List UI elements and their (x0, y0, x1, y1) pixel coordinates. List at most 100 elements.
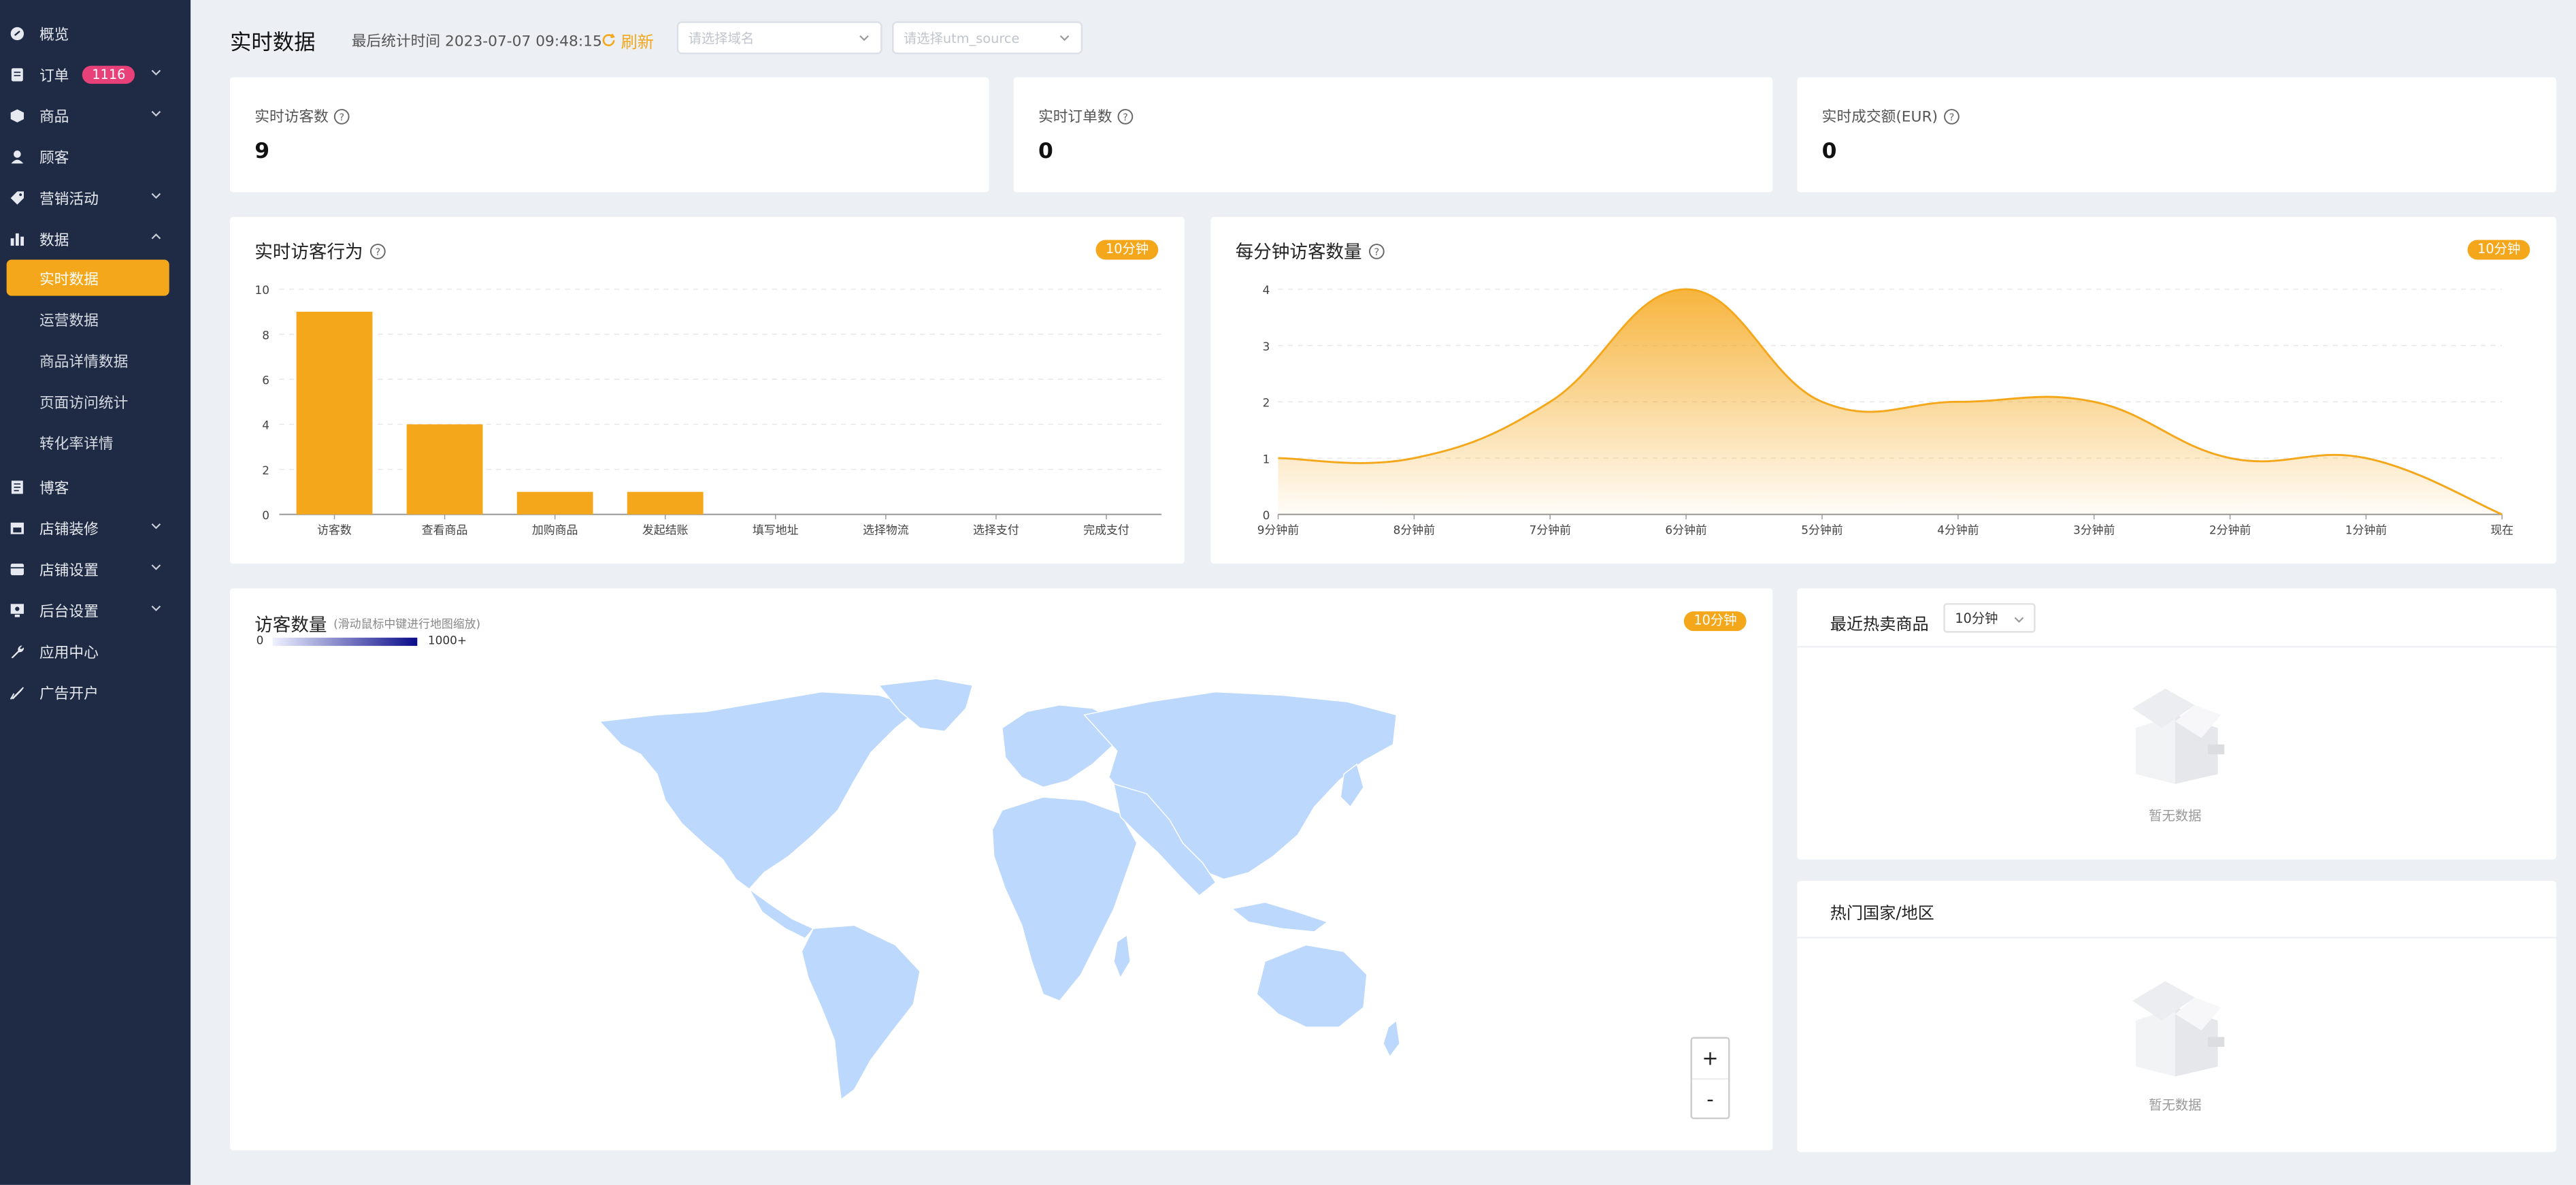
chevron-down-icon (151, 564, 161, 570)
help-icon[interactable]: ? (1943, 108, 1959, 124)
per-minute-title: 每分钟访客数量 (1235, 241, 1362, 263)
x-tick-label: 8分钟前 (1393, 523, 1435, 537)
world-map[interactable] (591, 679, 1413, 1106)
chevron-down-icon (151, 605, 161, 612)
chevron-down-icon (151, 193, 161, 199)
bar[interactable] (296, 312, 373, 515)
utm-source-select[interactable]: 请选择utm_source (892, 21, 1083, 54)
sidebar-item-app-center[interactable]: 应用中心 (0, 633, 191, 669)
sidebar-item-label: 顾客 (39, 150, 69, 167)
order-icon (11, 67, 23, 81)
bar[interactable] (627, 491, 704, 515)
wrench-icon (11, 645, 24, 658)
domain-select[interactable]: 请选择域名 (676, 21, 882, 54)
stat-label-visitors: 实时访客数 (254, 110, 329, 127)
help-icon[interactable]: ? (333, 108, 350, 124)
stat-label-orders: 实时订单数 (1038, 110, 1112, 127)
empty-box-icon (2132, 981, 2225, 1077)
sidebar-item-label: 后台设置 (39, 604, 99, 621)
time-range-tag[interactable]: 10分钟 (2467, 240, 2530, 260)
middle-east-region (1113, 783, 1217, 896)
legend-min: 0 (256, 634, 264, 648)
utm-select-placeholder: 请选择utm_source (903, 30, 1020, 46)
bar-chart-icon (10, 232, 24, 245)
sidebar-item-products[interactable]: 商品 (0, 97, 191, 133)
sidebar-subitem[interactable]: 转化率详情 (39, 436, 114, 453)
sidebar-item-label: 数据 (39, 232, 69, 249)
hot-countries-title: 热门国家/地区 (1830, 905, 1934, 924)
help-icon[interactable]: ? (369, 243, 386, 259)
zoom-out-button[interactable]: - (1691, 1077, 1729, 1118)
bar[interactable] (406, 424, 483, 515)
stat-card-orders: 实时订单数? 0 (1013, 77, 1773, 193)
last-stat-time: 最后统计时间 2023-07-07 09:48:15 (351, 34, 602, 51)
refresh-icon (602, 33, 615, 46)
chevron-down-icon (1059, 35, 1070, 42)
y-tick-label: 0 (262, 508, 269, 522)
sidebar-item-data[interactable]: 数据 (0, 221, 191, 257)
sidebar-subitem[interactable]: 实时数据 (6, 259, 169, 296)
y-tick-label: 8 (262, 328, 269, 342)
help-icon[interactable]: ? (1368, 243, 1385, 259)
visitor-map-card: 访客数量 (滑动鼠标中键进行地图缩放) 10分钟 (230, 588, 1773, 1151)
bar[interactable] (516, 491, 593, 515)
sidebar-item-label: 店铺设置 (39, 562, 99, 580)
x-tick-label: 2分钟前 (2209, 523, 2251, 537)
x-tick-label: 3分钟前 (2073, 523, 2115, 537)
greenland-region (878, 679, 974, 732)
central-america-region (748, 888, 814, 939)
stat-value-revenue: 0 (1821, 140, 1837, 165)
x-tick-label: 填写地址 (753, 523, 799, 537)
sidebar-item-marketing[interactable]: 营销活动 (0, 179, 191, 215)
sidebar-subitem[interactable]: 运营数据 (39, 312, 99, 330)
hot-products-empty: 暂无数据 (2149, 808, 2202, 824)
y-tick-label: 4 (1263, 283, 1270, 297)
product-box-icon (10, 108, 24, 122)
zoom-in-button[interactable]: + (1702, 1047, 1719, 1070)
refresh-button[interactable]: 刷新 (601, 28, 654, 52)
sidebar-item-overview[interactable]: 概览 (0, 15, 191, 51)
chevron-up-icon (151, 233, 161, 240)
europe-region (1002, 704, 1118, 788)
sidebar-subitem[interactable]: 页面访问统计 (39, 395, 129, 412)
user-icon (11, 149, 24, 163)
chevron-down-icon (151, 69, 161, 76)
sidebar-item-store-settings[interactable]: 店铺设置 (0, 551, 191, 587)
chevron-down-icon (859, 35, 869, 42)
legend-max: 1000+ (427, 634, 467, 648)
sidebar-item-admin-settings[interactable]: 后台设置 (0, 591, 191, 628)
x-tick-label: 选择物流 (863, 523, 909, 537)
indonesia-region (1231, 901, 1329, 932)
time-range-tag[interactable]: 10分钟 (1683, 611, 1747, 632)
help-icon[interactable]: ? (1117, 108, 1134, 124)
hot-countries-card: 热门国家/地区 暂无数据 (1797, 881, 2556, 1152)
y-tick-label: 4 (262, 419, 269, 432)
sidebar-item-orders[interactable]: 订单 1116 (0, 56, 191, 92)
africa-region (991, 796, 1138, 1002)
x-tick-label: 4分钟前 (1937, 523, 1979, 537)
x-tick-label: 完成支付 (1083, 523, 1129, 537)
hot-products-range-value: 10分钟 (1955, 610, 1998, 626)
sidebar-item-label: 概览 (39, 27, 69, 44)
north-america-region (598, 691, 921, 890)
sidebar-item-label: 营销活动 (39, 191, 99, 208)
domain-select-placeholder: 请选择域名 (688, 30, 755, 46)
x-tick-label: 访客数 (317, 523, 352, 537)
stat-card-revenue: 实时成交额(EUR)? 0 (1797, 77, 2556, 193)
stat-label-revenue: 实时成交额(EUR) (1821, 110, 1938, 127)
x-tick-label: 现在 (2490, 523, 2513, 537)
hot-products-range-select[interactable]: 10分钟 (1943, 603, 2036, 633)
sidebar-subitem[interactable]: 商品详情数据 (39, 354, 129, 371)
svg-text:?: ? (1123, 112, 1128, 123)
sidebar-item-store-design[interactable]: 店铺装修 (0, 509, 191, 545)
sidebar-item-label: 广告开户 (39, 686, 99, 703)
australia-region (1256, 944, 1368, 1028)
map-zoom-controls: + - (1690, 1037, 1730, 1120)
sidebar-item-customers[interactable]: 顾客 (0, 138, 191, 174)
series-line[interactable] (1278, 288, 2503, 516)
new-zealand-region (1383, 1020, 1400, 1058)
sidebar: 概览订单 1116 商品顾客营销活动数据博客店铺装修店铺设置后台设置应用中心广告开户… (0, 0, 191, 1185)
sidebar-item-blog[interactable]: 博客 (0, 468, 191, 504)
time-range-tag[interactable]: 10分钟 (1095, 240, 1159, 260)
sidebar-item-ad-account[interactable]: 广告开户 (0, 674, 191, 710)
